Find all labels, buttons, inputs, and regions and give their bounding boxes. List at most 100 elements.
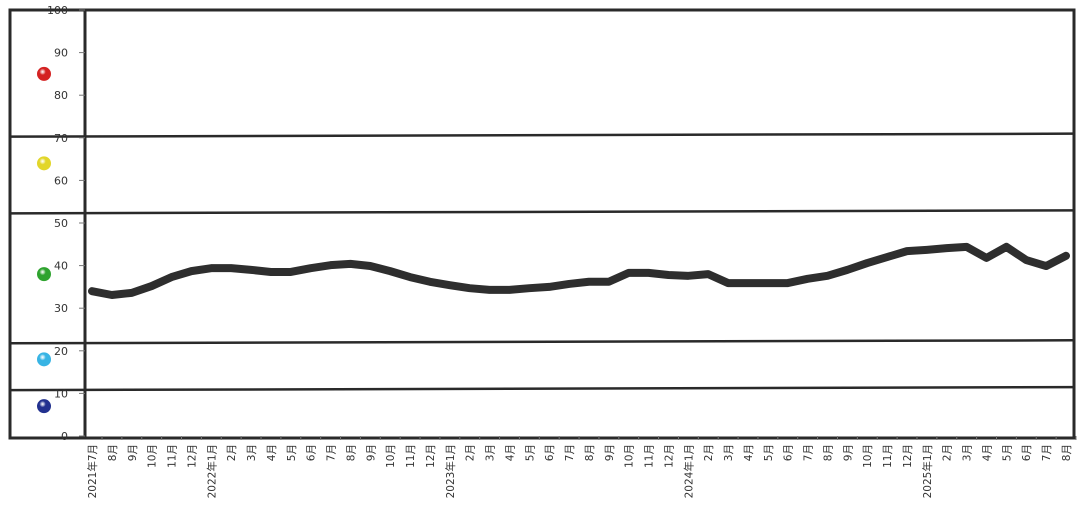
x-tick-label: 2021年7月: [86, 444, 99, 498]
data-point: [985, 257, 987, 259]
data-point: [270, 271, 272, 273]
x-tick-label: 5月: [286, 444, 298, 461]
data-point: [747, 282, 749, 284]
data-point: [687, 275, 689, 277]
x-tick-label: 3月: [962, 444, 974, 461]
data-point: [608, 281, 610, 283]
x-tick-label: 4月: [981, 444, 993, 461]
x-tick-label: 9月: [365, 444, 377, 461]
x-tick-label: 12月: [663, 444, 675, 468]
data-point: [648, 272, 650, 274]
band-marker-dot: [37, 399, 51, 414]
y-tick-label: 0: [61, 430, 68, 443]
data-point: [449, 284, 451, 286]
data-point: [469, 287, 471, 289]
data-series-line: [88, 242, 1070, 299]
band-boundary-line: [9, 209, 1075, 215]
x-tick-label: 7月: [1041, 444, 1053, 461]
data-point: [508, 289, 510, 291]
data-point: [330, 264, 332, 266]
x-tick-label: 6月: [1021, 444, 1033, 461]
x-tick-label: 3月: [485, 444, 497, 461]
data-point: [250, 269, 252, 271]
x-tick-label: 10月: [862, 444, 874, 468]
x-tick-label: 2月: [226, 444, 238, 461]
data-point: [866, 262, 868, 264]
data-point: [548, 286, 550, 288]
data-point: [926, 249, 928, 251]
x-tick-label: 11月: [644, 444, 656, 468]
data-point: [1065, 255, 1067, 257]
y-tick-label: 60: [54, 174, 68, 187]
x-tick-label: 2月: [465, 444, 477, 461]
x-tick-label: 2024年1月: [682, 444, 695, 498]
x-tick-label: 8月: [584, 444, 596, 461]
data-point: [230, 267, 232, 269]
data-point: [310, 267, 312, 269]
x-tick-label: 2025年1月: [921, 444, 934, 498]
x-tick-label: 2022年1月: [205, 444, 218, 498]
data-point: [886, 256, 888, 258]
data-point: [727, 282, 729, 284]
data-point: [131, 292, 133, 294]
data-point: [767, 282, 769, 284]
x-tick-label: 8月: [822, 444, 834, 461]
x-tick-label: 5月: [524, 444, 536, 461]
data-point: [528, 287, 530, 289]
data-point: [111, 294, 113, 296]
x-tick-label: 6月: [783, 444, 795, 461]
y-tick-label: 70: [54, 132, 68, 145]
x-tick-label: 10月: [385, 444, 397, 468]
x-tick-label: 8月: [107, 444, 119, 461]
x-tick-label: 2月: [942, 444, 954, 461]
data-point: [369, 265, 371, 267]
y-tick-label: 20: [54, 345, 68, 358]
x-tick-label: 7月: [326, 444, 338, 461]
x-tick-label: 5月: [1001, 444, 1013, 461]
data-point: [1045, 265, 1047, 267]
data-point: [628, 272, 630, 274]
y-tick-label: 90: [54, 47, 68, 60]
data-point: [389, 270, 391, 272]
y-tick-label: 50: [54, 217, 68, 230]
data-point: [210, 267, 212, 269]
x-tick-label: 11月: [405, 444, 417, 468]
x-tick-label: 3月: [246, 444, 258, 461]
x-tick-label: 8月: [345, 444, 357, 461]
x-tick-label: 7月: [564, 444, 576, 461]
data-point: [707, 273, 709, 275]
x-tick-label: 2月: [703, 444, 715, 461]
data-point: [588, 281, 590, 283]
data-point: [1005, 246, 1007, 248]
y-tick-label: 10: [54, 387, 68, 400]
band-boundary-line: [9, 132, 1075, 138]
data-point: [568, 283, 570, 285]
x-tick-label: 11月: [882, 444, 894, 468]
x-tick-label: 6月: [306, 444, 318, 461]
x-tick-label: 12月: [186, 444, 198, 468]
y-tick-label: 30: [54, 302, 68, 315]
data-point: [1025, 259, 1027, 261]
data-point: [171, 276, 173, 278]
data-point: [409, 276, 411, 278]
band-marker-dot: [37, 156, 51, 171]
y-tick-label: 40: [54, 260, 68, 273]
x-tick-label: 7月: [803, 444, 815, 461]
x-tick-label: 4月: [266, 444, 278, 461]
x-tick-label: 5月: [763, 444, 775, 461]
x-tick-label: 12月: [902, 444, 914, 468]
data-point: [349, 263, 351, 265]
x-tick-label: 3月: [723, 444, 735, 461]
x-tick-label: 6月: [544, 444, 556, 461]
band-marker-dot: [37, 352, 51, 367]
data-point: [190, 270, 192, 272]
x-tick-label: 10月: [624, 444, 636, 468]
band-boundary-line: [9, 339, 1075, 345]
x-tick-label: 10月: [147, 444, 159, 468]
band-boundary-line: [9, 385, 1075, 392]
band-marker-dot: [37, 267, 51, 282]
data-point: [946, 247, 948, 249]
x-tick-label: 11月: [167, 444, 179, 468]
x-tick-label: 12月: [425, 444, 437, 468]
